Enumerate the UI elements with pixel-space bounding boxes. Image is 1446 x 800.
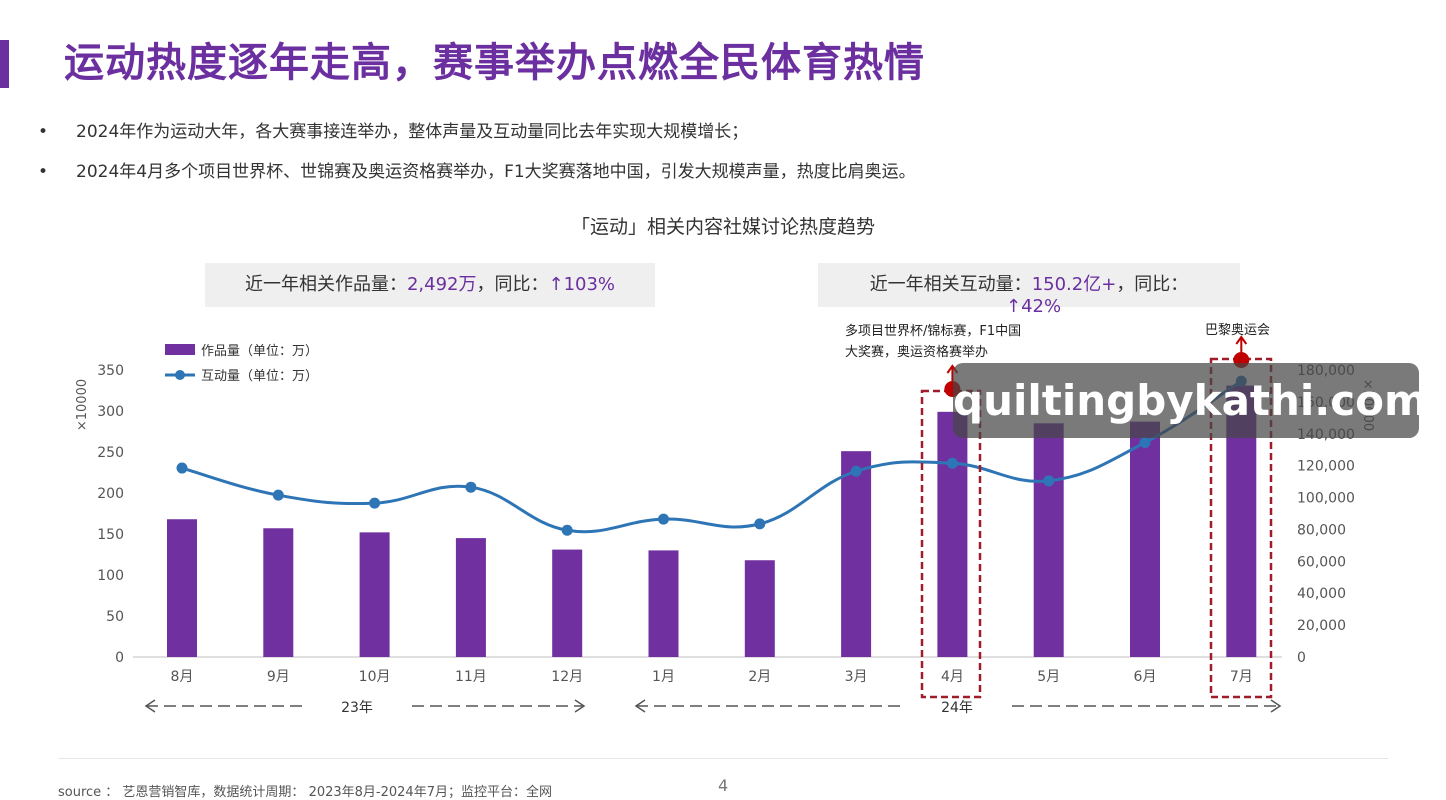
- x-tick-label: 10月: [359, 669, 391, 685]
- interaction-yoy-label: ，同比：: [1116, 274, 1189, 295]
- trend-chart: 0 50 100 150 200 250 300 350 ×10000 0 20,000 40,000…: [75, 323, 1375, 716]
- bar: [455, 538, 486, 657]
- x-tick-label: 1月: [652, 669, 675, 685]
- year-23-arrow-right: [574, 699, 586, 713]
- source-note: source ： 艺恩营销智库，数据统计周期： 2023年8月-2024年7月；…: [58, 785, 552, 800]
- annotation-text: 大奖赛，奥运资格赛举办: [845, 344, 988, 360]
- interaction-point: [465, 481, 477, 493]
- works-stat-box: 近一年相关作品量：2,492万，同比：↑103%: [205, 263, 655, 307]
- x-tick-label: 4月: [941, 669, 964, 685]
- year-24-arrow-left: [634, 699, 646, 713]
- works-yoy-label: ，同比：: [476, 274, 549, 295]
- interaction-line: [181, 379, 1243, 534]
- year-23-arrow-left: [144, 699, 156, 713]
- annotation-arrow-head: [1235, 335, 1248, 345]
- bar: [744, 560, 775, 657]
- y-left-tick-label: 150: [97, 527, 124, 543]
- y-left-tick-label: 250: [97, 445, 124, 461]
- x-tick-label: 11月: [455, 669, 487, 685]
- y-left-tick-label: 50: [106, 609, 124, 625]
- interaction-point: [1139, 437, 1151, 449]
- bar: [1033, 423, 1064, 657]
- interaction-point: [176, 462, 188, 474]
- interaction-point: [658, 513, 669, 525]
- y-left-tick-label: 350: [97, 363, 124, 379]
- page-title: 运动热度逐年走高，赛事举办点燃全民体育热情: [64, 40, 925, 86]
- y-right-tick-label: 0: [1297, 650, 1306, 666]
- y-left-multiplier-label: ×10000: [75, 379, 90, 431]
- bar: [359, 532, 390, 657]
- bullet-list: • 2024年作为运动大年，各大赛事接连举办，整体声量及互动量同比去年实现大规模…: [38, 118, 916, 198]
- works-yoy-value: ↑103%: [548, 274, 616, 295]
- x-tick-label: 12月: [551, 669, 583, 685]
- bullet-text: 2024年4月多个项目世界杯、世锦赛及奥运资格赛举办，F1大奖赛落地中国，引发大…: [76, 162, 916, 182]
- footer-divider: [58, 758, 1388, 759]
- year-23-label: 23年: [341, 700, 373, 716]
- x-tick-label: 9月: [267, 669, 290, 685]
- interaction-point: [1043, 475, 1055, 487]
- y-right-tick-label: 100,000: [1297, 491, 1355, 507]
- x-tick-label: 7月: [1230, 669, 1253, 685]
- interaction-point: [850, 465, 862, 477]
- annotation-text: 多项目世界杯/锦标赛，F1中国: [845, 323, 1021, 339]
- y-left-tick-label: 200: [97, 486, 124, 502]
- x-tick-label: 3月: [845, 669, 868, 685]
- x-tick-label: 5月: [1037, 669, 1060, 685]
- year-24-label: 24年: [941, 700, 973, 716]
- bullet-text: 2024年作为运动大年，各大赛事接连举办，整体声量及互动量同比去年实现大规模增长…: [76, 122, 749, 142]
- interaction-point: [272, 489, 284, 501]
- works-label: 近一年相关作品量：: [244, 274, 407, 295]
- y-left-tick-label: 300: [97, 404, 124, 420]
- legend-bar-swatch: [165, 344, 195, 355]
- bullet-item: • 2024年作为运动大年，各大赛事接连举办，整体声量及互动量同比去年实现大规模…: [38, 118, 916, 158]
- works-value: 2,492万: [406, 274, 477, 295]
- title-accent-bar: [0, 40, 9, 88]
- interaction-point: [561, 524, 573, 536]
- bar: [263, 528, 294, 657]
- bullet-marker: •: [38, 162, 49, 182]
- legend-line-marker: [175, 370, 185, 380]
- highlight-box: [1209, 357, 1273, 699]
- interaction-point: [369, 497, 381, 509]
- bullet-item: • 2024年4月多个项目世界杯、世锦赛及奥运资格赛举办，F1大奖赛落地中国，引…: [38, 158, 916, 198]
- interaction-yoy-value: ↑42%: [1006, 296, 1062, 317]
- interaction-point: [946, 457, 958, 469]
- legend-line-label: 互动量（单位：万）: [201, 369, 318, 384]
- y-right-tick-label: 60,000: [1297, 554, 1346, 570]
- legend-bar-label: 作品量（单位：万）: [201, 344, 318, 359]
- bar: [841, 451, 872, 657]
- y-left-tick-label: 0: [115, 650, 124, 666]
- x-tick-label: 6月: [1134, 669, 1157, 685]
- interaction-stat-box: 近一年相关互动量：150.2亿+，同比：: [818, 263, 1240, 307]
- annotation-text: 巴黎奥运会: [1205, 323, 1270, 338]
- bullet-marker: •: [38, 122, 49, 142]
- y-right-tick-label: 20,000: [1297, 618, 1346, 634]
- bar: [1130, 421, 1160, 657]
- page-number: 4: [718, 776, 729, 795]
- bar: [552, 549, 583, 657]
- chart-title: 「运动」相关内容社媒讨论热度趋势: [570, 216, 875, 238]
- y-right-tick-label: 80,000: [1297, 522, 1346, 538]
- interaction-value: 150.2亿+: [1031, 274, 1117, 295]
- y-right-tick-label: 120,000: [1297, 459, 1355, 475]
- x-tick-label: 8月: [171, 669, 194, 685]
- bar: [937, 411, 968, 657]
- x-tick-label: 2月: [748, 669, 771, 685]
- bar: [648, 550, 679, 657]
- watermark: quiltingbykathi.com: [953, 363, 1428, 438]
- interaction-label: 近一年相关互动量：: [869, 274, 1032, 295]
- y-left-tick-label: 100: [97, 568, 124, 584]
- interaction-point: [754, 518, 766, 530]
- bar: [167, 519, 197, 657]
- y-right-tick-label: 40,000: [1297, 586, 1346, 602]
- year-24-arrow-right: [1270, 699, 1282, 713]
